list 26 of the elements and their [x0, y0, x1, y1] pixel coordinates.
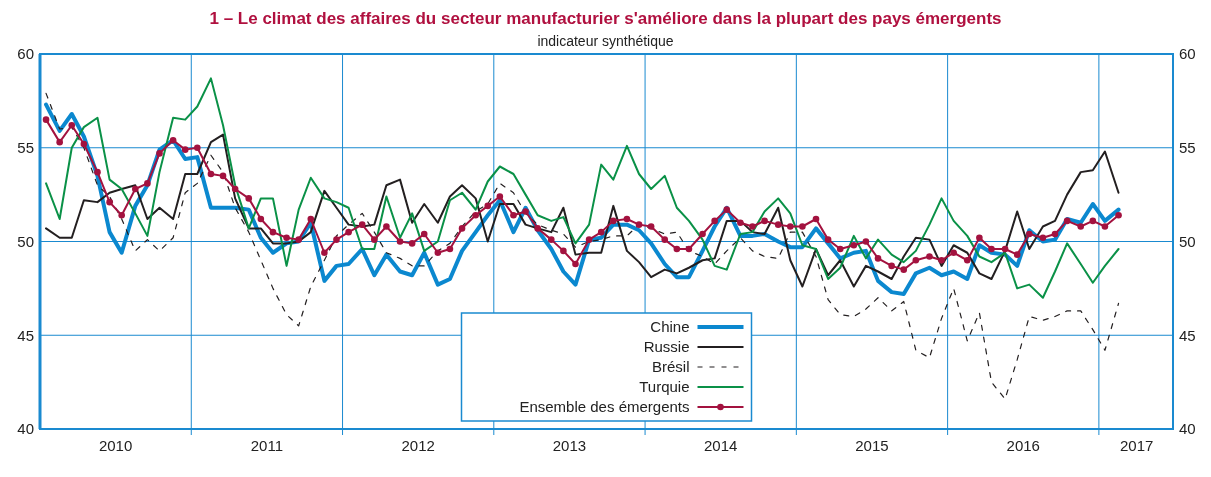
y-tick-label: 55 [17, 139, 34, 156]
x-tick-label: 2013 [552, 437, 587, 454]
y2-tick-label: 55 [1179, 139, 1196, 156]
y-tick-label: 60 [17, 45, 34, 63]
x-tick-label: 2010 [98, 437, 133, 454]
x-tick-label: 2015 [855, 437, 889, 454]
legend-label: Ensemble des émergents [519, 398, 690, 416]
legend-label: Turquie [639, 378, 690, 396]
x-tick-label: 2017 [1120, 437, 1154, 454]
x-tick-label: 2016 [1006, 437, 1040, 454]
y2-tick-label: 45 [1179, 326, 1196, 344]
y2-tick-label: 60 [1179, 45, 1196, 63]
chart-subtitle: indicateur synthétique [537, 33, 674, 49]
y-tick-label: 40 [17, 420, 34, 438]
y2-tick-label: 40 [1179, 420, 1196, 438]
legend-label: Chine [650, 318, 690, 336]
legend-label: Brésil [651, 358, 690, 376]
y-tick-label: 45 [17, 326, 34, 344]
x-tick-label: 2011 [250, 437, 284, 454]
x-tick-label: 2014 [704, 437, 738, 454]
legend-label: Russie [643, 338, 690, 356]
chart-title: 1 – Le climat des affaires du secteur manufacturier s'améliore dans la plupart des pays émergents [209, 9, 1002, 28]
y-tick-label: 50 [17, 232, 34, 250]
y2-tick-label: 50 [1179, 232, 1196, 250]
x-tick-label: 2012 [401, 437, 435, 454]
line-series [45, 92, 1120, 400]
